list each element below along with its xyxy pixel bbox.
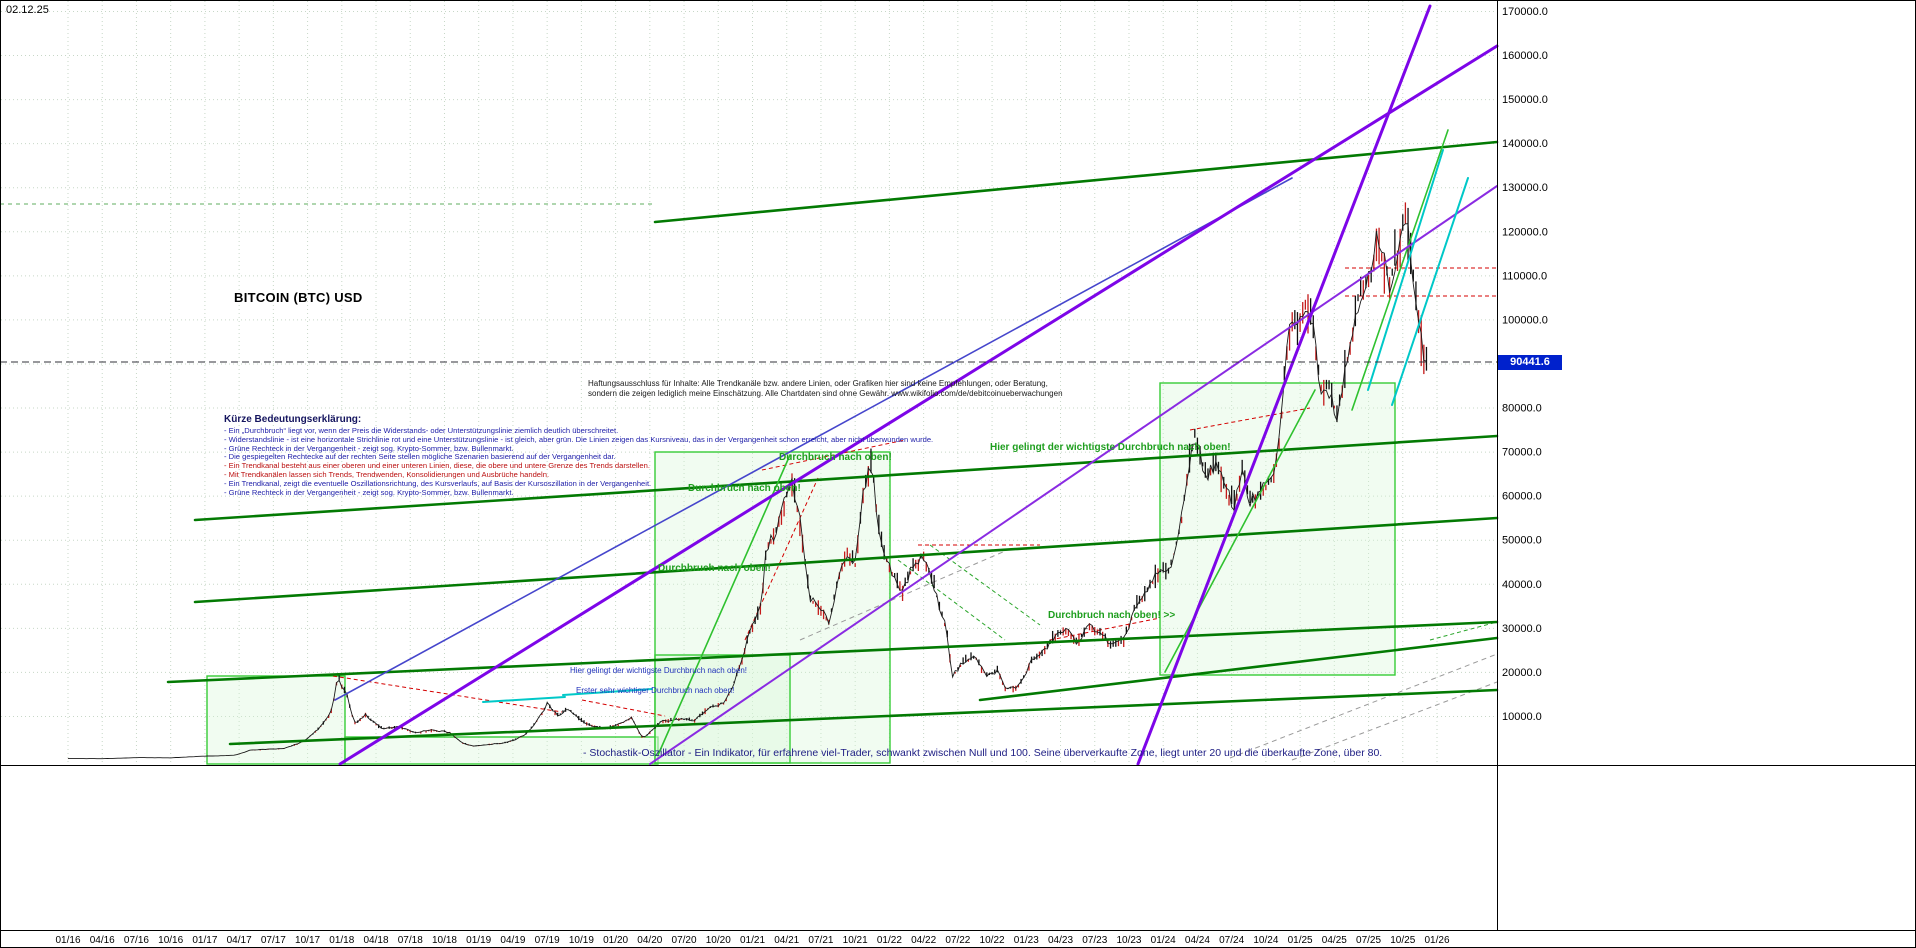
legend-item: - Die gespiegelten Rechtecke auf der rec… [224,452,616,462]
y-axis-label: 150000.0 [1502,94,1548,106]
x-axis-label: 01/17 [192,935,217,946]
x-axis-label: 07/24 [1219,935,1244,946]
x-axis-label: 07/18 [398,935,423,946]
chart-annotation: Durchbruch nach oben! [688,483,801,494]
x-axis-label: 10/22 [980,935,1005,946]
x-axis-label: 10/25 [1390,935,1415,946]
y-axis-label: 160000.0 [1502,50,1548,62]
x-axis-label: 10/18 [432,935,457,946]
x-axis-label: 10/20 [706,935,731,946]
dashed-lines [332,267,1498,761]
date-label: 02.12.25 [6,4,49,16]
trend-lines [166,4,1499,766]
y-axis-label: 70000.0 [1502,447,1542,459]
x-axis-label: 07/25 [1356,935,1381,946]
y-axis-label: 10000.0 [1502,711,1542,723]
x-axis-label: 07/22 [945,935,970,946]
disclaimer-line: sondern die zeigen lediglich meine Einsc… [588,388,1063,398]
legend-item: - Ein Trendkanal besteht aus einer obere… [224,461,650,471]
x-axis-label: 01/20 [603,935,628,946]
reference-lines [0,203,1497,363]
chart-annotation: Erster sehr wichtiger Durchbruch nach ob… [576,686,735,695]
y-axis-label: 20000.0 [1502,667,1542,679]
x-axis-label: 10/23 [1116,935,1141,946]
x-axis-label: 01/21 [740,935,765,946]
disclaimer-text: Haftungsausschluss für Inhalte: Alle Tre… [588,379,1063,398]
x-axis-label: 01/23 [1014,935,1039,946]
legend-title: Kürze Bedeutungserklärung: [224,414,362,425]
x-axis-label: 10/24 [1253,935,1278,946]
x-axis-label: 01/18 [329,935,354,946]
x-axis-label: 04/19 [500,935,525,946]
y-axis-label: 100000.0 [1502,314,1548,326]
legend-item: - Mit Trendkanälen lassen sich Trends, T… [224,469,550,479]
y-axis-label: 170000.0 [1502,6,1548,18]
x-axis-label: 10/16 [158,935,183,946]
x-axis-label: 04/24 [1185,935,1210,946]
disclaimer-line: Haftungsausschluss für Inhalte: Alle Tre… [588,379,1048,388]
x-axis-label: 01/25 [1288,935,1313,946]
legend-item: - Ein Trendkanal, zeigt die eventuelle O… [224,478,652,488]
legend-item: - Grüne Rechteck in der Vergangenheit - … [224,487,514,497]
chart-annotation: Durchbruch nach oben! [658,563,771,574]
y-axis-label: 30000.0 [1502,623,1542,635]
legend-item: - Grüne Rechteck in der Vergangenheit - … [224,443,514,453]
x-axis-label: 04/22 [911,935,936,946]
chart-annotation: Hier gelingt der wichtigste Durchbruch n… [990,442,1231,453]
x-axis-label: 04/17 [227,935,252,946]
x-axis-label: 10/17 [295,935,320,946]
stochastic-note: - Stochastik-Oszillator - Ein Indikator,… [583,747,1383,759]
x-axis-label: 07/16 [124,935,149,946]
x-axis-label: 07/23 [1082,935,1107,946]
x-axis-label: 07/17 [261,935,286,946]
x-axis-label: 04/21 [774,935,799,946]
symbol-title: BITCOIN (BTC) USD [234,290,363,305]
y-axis-label: 130000.0 [1502,182,1548,194]
y-axis-label: 80000.0 [1502,403,1542,415]
y-axis-label: 110000.0 [1502,270,1547,282]
x-axis-label: 01/16 [55,935,80,946]
current-price-tag: 90441.6 [1498,355,1562,371]
y-axis-label: 60000.0 [1502,491,1542,503]
legend-item: - Ein „Durchbruch“ liegt vor, wenn der P… [224,426,619,435]
x-axis-label: 07/21 [808,935,833,946]
legend-items: - Ein „Durchbruch“ liegt vor, wenn der P… [224,426,934,497]
x-axis-labels: 01/16 04/16 07/16 10/16 01/17 04/17 07/17 10/17… [55,935,1449,946]
chart-annotation: Durchbruch nach oben! [779,452,892,463]
x-axis-label: 07/20 [672,935,697,946]
y-axis-label: 50000.0 [1502,535,1542,547]
x-axis-label: 04/16 [90,935,115,946]
legend-item: - Widerstandslinie - ist eine horizontal… [224,434,934,444]
legend-block: Kürze Bedeutungserklärung: - Ein „Durchb… [224,414,933,497]
x-axis-label: 01/24 [1151,935,1176,946]
y-axis-label: 140000.0 [1502,138,1548,150]
y-axis-label: 40000.0 [1502,579,1542,591]
x-axis-label: 04/23 [1048,935,1073,946]
x-axis-label: 10/19 [569,935,594,946]
x-axis-label: 01/19 [466,935,491,946]
x-axis-label: 04/20 [637,935,662,946]
x-axis-label: 07/19 [535,935,560,946]
y-axis-label: 120000.0 [1502,226,1548,238]
y-axis-labels: 170000.0 160000.0 150000.0 140000.0 130000.0… [1502,6,1548,723]
x-axis-label: 10/21 [843,935,868,946]
x-axis-label: 01/26 [1424,935,1449,946]
x-axis-label: 04/18 [364,935,389,946]
x-axis-label: 01/22 [877,935,902,946]
x-axis-label: 04/25 [1322,935,1347,946]
chart-annotation: Hier gelingt der wichtigste Durchbruch n… [570,666,747,675]
chart-annotation: Durchbruch nach oben! >> [1048,610,1176,621]
